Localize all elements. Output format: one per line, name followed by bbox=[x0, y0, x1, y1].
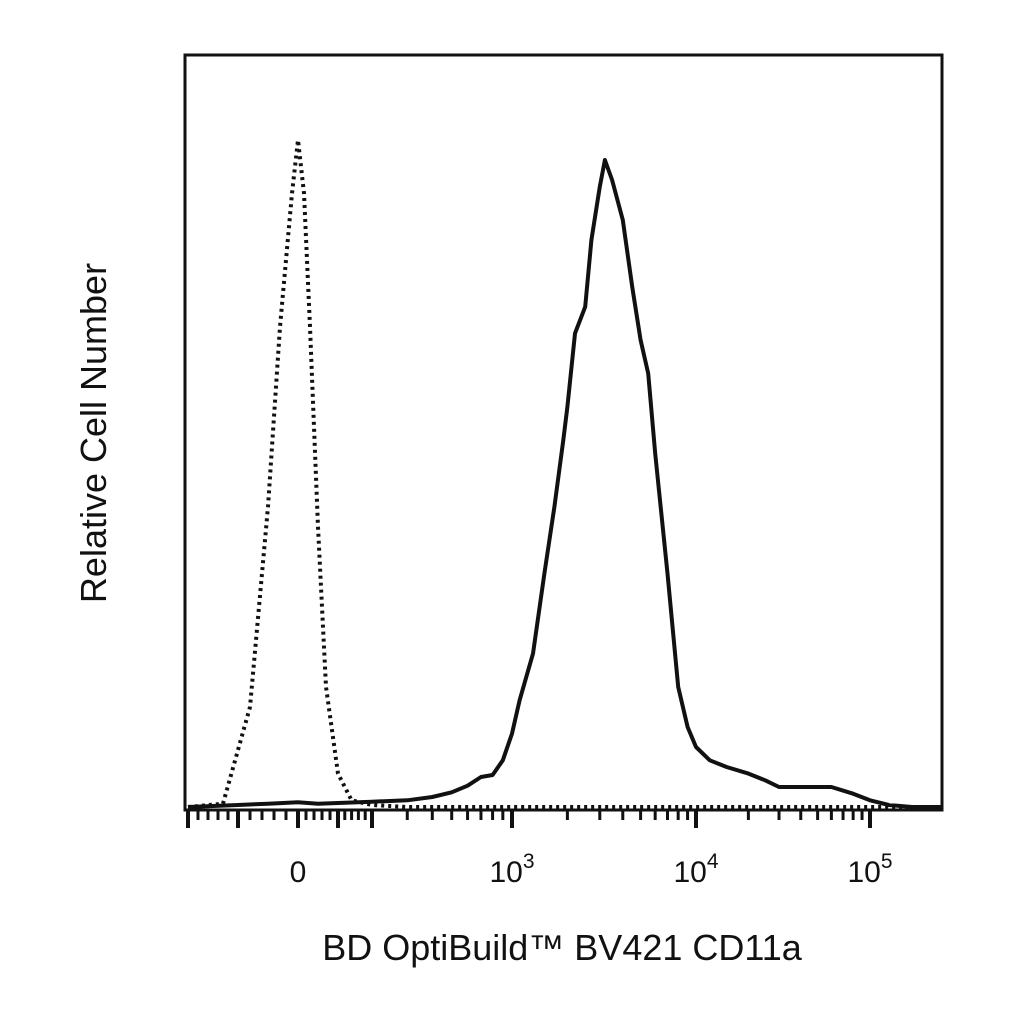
x-tick-label: 0 bbox=[290, 856, 307, 889]
x-axis-label: BD OptiBuild™ BV421 CD11a bbox=[322, 927, 803, 968]
isotype-control-curve bbox=[187, 138, 942, 809]
plot-frame bbox=[183, 53, 944, 812]
x-axis-ticks bbox=[186, 810, 872, 828]
x-axis-tick-labels: 0 103 104 105 bbox=[290, 850, 893, 889]
y-axis-label: Relative Cell Number bbox=[73, 263, 114, 603]
x-tick-label: 105 bbox=[847, 850, 892, 889]
x-tick-label: 104 bbox=[673, 850, 718, 889]
histogram-curves bbox=[187, 138, 942, 809]
x-tick-label: 103 bbox=[489, 850, 534, 889]
stained-sample-curve bbox=[187, 158, 942, 809]
